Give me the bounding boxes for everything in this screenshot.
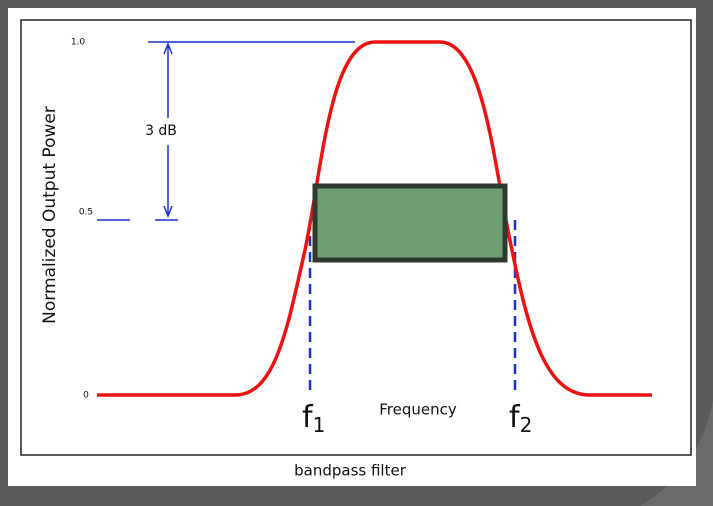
arrow-head [163,205,173,219]
marker-subscript: 2 [520,413,533,437]
marker-label: f2 [509,400,532,437]
y-tick-label: 0.5 [79,208,93,218]
y-tick-label: 0 [83,391,89,401]
marker-symbol: f [509,400,521,435]
passband-box [312,183,508,263]
x-axis-label: Frequency [379,401,457,419]
reference-lines [97,41,517,390]
caption: bandpass filter [294,462,407,480]
marker-symbol: f [302,400,314,435]
arrow-head [163,41,173,55]
plot-frame [20,19,692,456]
marker-label: f1 [302,400,325,437]
y-axis-label: Normalized Output Power [40,106,60,324]
marker-subscript: 1 [313,413,326,437]
annotation: 3 dB [145,123,177,139]
response-curve [97,40,652,397]
y-tick-label: 1.0 [71,38,86,48]
